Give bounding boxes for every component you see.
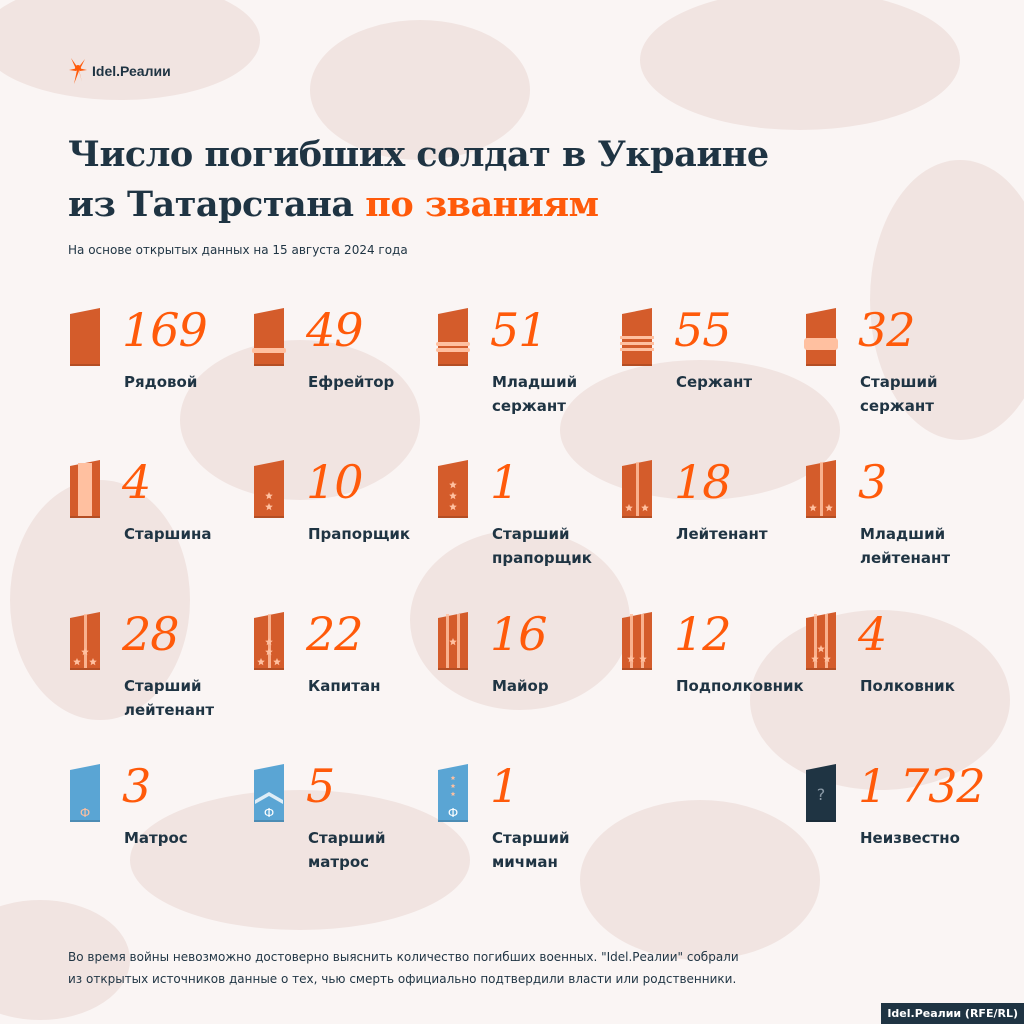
rank-count: 55 <box>674 303 732 357</box>
svg-text:Ф: Ф <box>264 806 274 820</box>
rank-item: 12 Подполковник <box>620 607 804 764</box>
epaulette-army-1-line-3-stars-icon <box>70 612 100 670</box>
rank-count: 5 <box>306 759 335 813</box>
title-line-1: Число погибших солдат в Украине <box>68 134 769 175</box>
rank-label: Сержант <box>676 373 753 391</box>
title-accent: по званиям <box>365 184 599 225</box>
rank-item: 4 Старшина <box>68 455 252 612</box>
rank-item: 169 Рядовой <box>68 303 252 460</box>
rank-count: 3 <box>858 455 887 509</box>
rank-count: 4 <box>858 607 887 661</box>
rank-count: 4 <box>122 455 151 509</box>
rank-item: 55 Сержант <box>620 303 804 460</box>
epaulette-army-3-stripes-icon <box>620 308 654 366</box>
page-title: Число погибших солдат в Украине из Татарс… <box>68 130 769 230</box>
rank-label: Полковник <box>860 677 955 695</box>
rank-item: 49 Ефрейтор <box>252 303 436 460</box>
rank-label: Подполковник <box>676 677 804 695</box>
rank-item: 28 Старший лейтенант <box>68 607 252 764</box>
logo-icon <box>69 58 87 84</box>
svg-text:?: ? <box>817 785 826 804</box>
epaulette-army-wide-stripe-icon <box>804 308 838 366</box>
epaulette-army-1-line-2-stars-small-icon <box>806 460 836 518</box>
epaulette-army-2-lines-1-star-icon <box>438 612 468 670</box>
rank-label: Старший лейтенант <box>124 677 215 719</box>
rank-count: 1 732 <box>858 759 986 813</box>
logo-text: Idel.Реалии <box>92 63 171 79</box>
rank-count: 1 <box>490 455 519 509</box>
rank-count: 49 <box>306 303 364 357</box>
epaulette-army-3-stars-vertical-icon <box>438 460 468 518</box>
rank-item: 10 Прапорщик <box>252 455 436 612</box>
rank-count: 10 <box>306 455 364 509</box>
rank-item: 51 Младший сержант <box>436 303 620 460</box>
rank-label: Ефрейтор <box>308 373 395 391</box>
footnote-line-2: из открытых источников данные о тех, чью… <box>68 972 737 986</box>
rank-count: 28 <box>122 607 180 661</box>
subtitle: На основе открытых данных на 15 августа … <box>68 243 408 257</box>
rank-item: 18 Лейтенант <box>620 455 804 612</box>
rank-count: 22 <box>306 607 364 661</box>
rank-count: 16 <box>490 607 548 661</box>
rank-item: Ф 3 Матрос <box>68 759 252 916</box>
rank-item: 4 Полковник <box>804 607 988 764</box>
svg-text:Ф: Ф <box>80 806 90 820</box>
rank-item: 1 Старший прапорщик <box>436 455 620 612</box>
svg-text:Ф: Ф <box>448 806 458 820</box>
epaulette-navy-3-stars-icon: Ф <box>438 764 468 822</box>
epaulette-army-2-lines-3-stars-icon <box>806 612 836 670</box>
title-line-2: из Татарстана <box>68 184 366 225</box>
rank-count: 3 <box>122 759 151 813</box>
epaulette-army-plain-icon <box>70 308 100 366</box>
rank-item: 16 Майор <box>436 607 620 764</box>
rank-label: Капитан <box>308 677 381 695</box>
rank-count: 1 <box>490 759 519 813</box>
rank-label: Майор <box>492 677 549 695</box>
rank-label: Старший прапорщик <box>492 525 592 567</box>
rank-item: ? 1 732 Неизвестно <box>804 759 988 916</box>
rank-count: 51 <box>490 303 548 357</box>
epaulette-army-2-lines-2-stars-icon <box>622 612 652 670</box>
epaulette-army-long-stripe-icon <box>70 460 100 518</box>
rank-label: Рядовой <box>124 373 198 391</box>
epaulette-army-1-line-4-stars-icon <box>254 612 284 670</box>
epaulette-army-2-stars-vertical-icon <box>254 460 284 518</box>
rank-label: Старшина <box>124 525 212 543</box>
rank-label: Матрос <box>124 829 188 847</box>
epaulette-army-2-stripes-icon <box>436 308 470 366</box>
epaulette-army-1-line-2-stars-icon <box>622 460 652 518</box>
rank-item: 3 Младший лейтенант <box>804 455 988 612</box>
rank-grid: 169 Рядовой 49 Ефрейтор 51 Младший сержант 55 С… <box>68 303 988 916</box>
rank-label: Старший сержант <box>860 373 938 415</box>
rank-label: Неизвестно <box>860 829 960 847</box>
rank-label: Младший лейтенант <box>860 525 951 567</box>
epaulette-unknown-question-icon: ? <box>806 764 836 822</box>
rank-label: Лейтенант <box>676 525 768 543</box>
footnote-line-1: Во время войны невозможно достоверно выя… <box>68 950 739 964</box>
rank-count: 32 <box>858 303 916 357</box>
rank-count: 12 <box>674 607 732 661</box>
epaulette-navy-plain-icon: Ф <box>70 764 100 822</box>
logo: Idel.Реалии <box>68 56 171 86</box>
rank-label: Младший сержант <box>492 373 578 415</box>
rank-count: 18 <box>674 455 732 509</box>
epaulette-navy-chevron-icon: Ф <box>254 764 284 822</box>
rank-label: Прапорщик <box>308 525 411 543</box>
footnote: Во время войны невозможно достоверно выя… <box>68 946 739 990</box>
credit: Idel.Реалии (RFE/RL) <box>881 1003 1024 1024</box>
epaulette-army-1-stripe-icon <box>252 308 286 366</box>
rank-label: Старший матрос <box>308 829 386 871</box>
rank-item: Ф 5 Старший матрос <box>252 759 436 916</box>
rank-item: 32 Старший сержант <box>804 303 988 460</box>
rank-label: Старший мичман <box>492 829 570 871</box>
rank-item: Ф 1 Старший мичман <box>436 759 620 916</box>
rank-item: 22 Капитан <box>252 607 436 764</box>
rank-count: 169 <box>122 303 208 357</box>
